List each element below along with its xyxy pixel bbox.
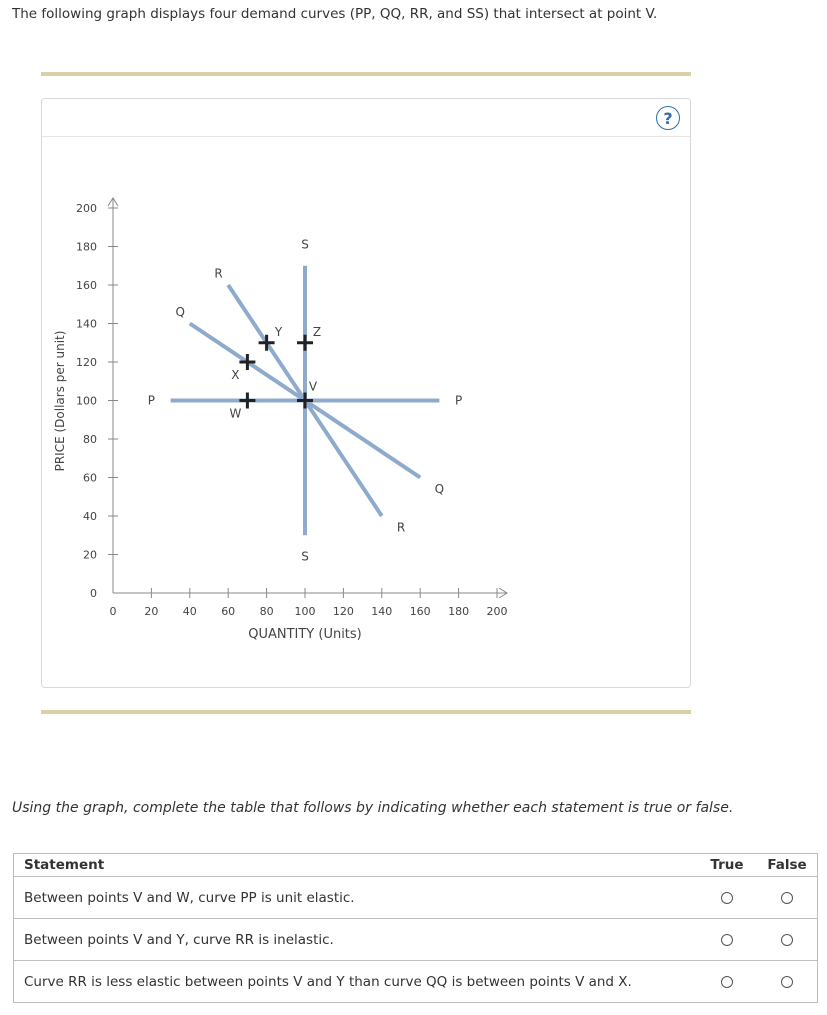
y-tick-label: 140	[76, 318, 97, 331]
x-axis-arrow	[498, 587, 508, 599]
x-tick-label: 180	[448, 605, 469, 618]
curve-label: S	[301, 549, 309, 563]
x-tick-label: 200	[487, 605, 508, 618]
point-label: W	[229, 407, 241, 421]
point-v[interactable]: V	[297, 380, 318, 409]
false-header: False	[757, 853, 818, 877]
point-label: Y	[274, 325, 283, 339]
x-tick-label: 160	[410, 605, 431, 618]
curve-labels: P P Q Q R R S S	[148, 238, 462, 564]
curve-label: Q	[175, 305, 184, 319]
y-tick-label: 20	[83, 549, 97, 562]
y-axis-arrow	[107, 197, 119, 207]
y-tick-label: 100	[76, 395, 97, 408]
top-divider	[41, 72, 691, 76]
curve-label: R	[214, 266, 222, 280]
x-tick-label: 100	[295, 605, 316, 618]
x-tick-label: 20	[144, 605, 158, 618]
y-tick-label: 160	[76, 279, 97, 292]
row3-false-radio[interactable]	[781, 975, 793, 988]
statement-text: Between points V and W, curve PP is unit…	[13, 876, 697, 919]
row2-false-radio[interactable]	[781, 933, 793, 946]
point-y[interactable]: Y	[258, 325, 283, 351]
table-header-row: Statement True False	[13, 853, 818, 877]
row2-true-radio[interactable]	[721, 933, 733, 946]
instructions-text: Using the graph, complete the table that…	[12, 800, 734, 816]
point-z[interactable]: Z	[297, 325, 321, 351]
y-tick-label: 40	[83, 510, 97, 523]
y-tick-label: 180	[76, 241, 97, 254]
curve-label: P	[455, 394, 462, 408]
table-row: Between points V and Y, curve RR is inel…	[13, 918, 818, 961]
point-markers[interactable]: V W X Y Z	[229, 325, 321, 421]
demand-curves-chart: 0 20 40 60 80 100 120 140 160 180 200 0 20 40 60 80 100 1…	[53, 197, 508, 642]
x-tick-label: 40	[183, 605, 197, 618]
curve-label: R	[397, 521, 405, 535]
y-tick-label: 60	[83, 472, 97, 485]
axes: 0 20 40 60 80 100 120 140 160 180 200 0 20 40 60 80 100 1…	[76, 197, 508, 618]
statement-text: Curve RR is less elastic between points …	[13, 960, 697, 1003]
row1-true-radio[interactable]	[721, 891, 733, 904]
graph-header: ?	[42, 99, 690, 137]
x-axis-title: QUANTITY (Units)	[248, 627, 362, 642]
point-label: Z	[313, 325, 321, 339]
point-w[interactable]: W	[229, 392, 256, 421]
x-tick-label: 120	[333, 605, 354, 618]
x-tick-label: 80	[260, 605, 274, 618]
point-label: V	[309, 380, 318, 394]
x-tick-label: 60	[221, 605, 235, 618]
curve-label: P	[148, 394, 155, 408]
y-tick-label: 0	[90, 587, 97, 600]
true-header: True	[697, 853, 757, 877]
curve-label: S	[301, 238, 309, 252]
statement-header: Statement	[13, 853, 697, 877]
statement-table: Statement True False Between points V an…	[13, 853, 818, 1003]
y-tick-label: 120	[76, 356, 97, 369]
table-row: Curve RR is less elastic between points …	[13, 960, 818, 1003]
point-label: X	[231, 368, 239, 382]
graph-panel: ?	[41, 98, 691, 688]
x-tick-label: 0	[110, 605, 117, 618]
intro-text: The following graph displays four demand…	[12, 6, 658, 22]
y-tick-label: 200	[76, 202, 97, 215]
row1-false-radio[interactable]	[781, 891, 793, 904]
y-tick-label: 80	[83, 433, 97, 446]
curve-label: Q	[435, 482, 444, 496]
help-icon[interactable]: ?	[656, 106, 680, 130]
statement-text: Between points V and Y, curve RR is inel…	[13, 918, 697, 961]
x-tick-label: 140	[371, 605, 392, 618]
y-axis-title: PRICE (Dollars per unit)	[53, 331, 67, 472]
point-x[interactable]: X	[231, 354, 256, 382]
table-row: Between points V and W, curve PP is unit…	[13, 876, 818, 919]
bottom-divider	[41, 710, 691, 714]
row3-true-radio[interactable]	[721, 975, 733, 988]
